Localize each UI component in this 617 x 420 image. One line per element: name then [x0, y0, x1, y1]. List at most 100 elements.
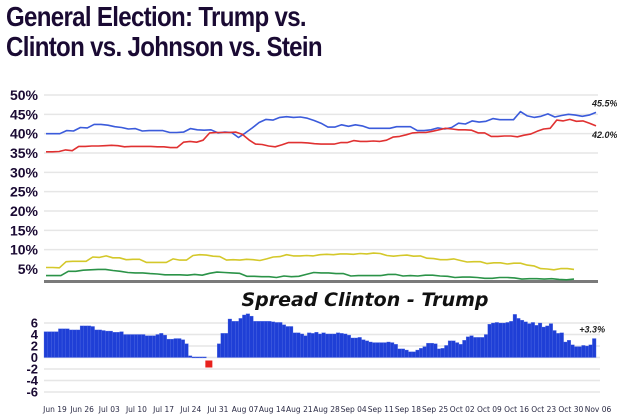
line-y-tick-label: 10%: [10, 242, 39, 258]
spread-bar: [491, 322, 496, 358]
spread-bar: [368, 341, 373, 358]
spread-bar: [530, 322, 535, 358]
spread-bar: [577, 346, 582, 358]
spread-bar: [419, 348, 424, 358]
spread-bar: [502, 322, 507, 358]
spread-bar: [235, 321, 240, 358]
spread-bar: [318, 333, 323, 358]
x-tick-label: Jul 03: [98, 405, 120, 414]
spread-bar: [148, 335, 153, 358]
series-line-clinton: [46, 110, 597, 139]
spread-bar: [404, 349, 409, 358]
spread-bar: [480, 337, 485, 358]
spread-bar: [159, 333, 164, 358]
spread-bar: [350, 337, 355, 358]
spread-bar: [134, 334, 139, 358]
spread-bar: [83, 325, 88, 358]
spread-bar: [447, 340, 452, 358]
line-y-tick-label: 25%: [10, 184, 39, 200]
spread-bar: [516, 318, 521, 358]
spread-bar: [354, 337, 359, 358]
spread-bar: [422, 346, 427, 358]
spread-bar: [263, 321, 268, 358]
spread-bar: [570, 344, 575, 358]
spread-bar: [408, 351, 413, 358]
x-tick-label: Aug 28: [313, 405, 340, 414]
x-tick-label: Aug 07: [232, 405, 259, 414]
spread-bar: [76, 329, 81, 358]
x-tick-label: Aug 14: [259, 405, 286, 414]
spread-bar: [116, 332, 120, 358]
spread-bar: [43, 331, 48, 358]
spread-bar: [79, 325, 84, 358]
spread-bar: [198, 356, 203, 359]
spread-bar: [328, 333, 333, 358]
spread-bar: [285, 326, 290, 358]
spread-bar: [559, 332, 564, 358]
spread-bar: [180, 339, 185, 358]
spread-bar: [357, 337, 362, 358]
bar-y-tick-label: 6: [31, 316, 38, 331]
spread-bar: [271, 321, 276, 358]
spread-bar: [429, 342, 434, 358]
spread-bar: [361, 339, 366, 358]
spread-bar: [137, 334, 142, 358]
spread-bar: [336, 332, 341, 358]
spread-bar: [119, 331, 124, 358]
spread-bar: [545, 325, 550, 358]
line-y-tick-label: 5%: [18, 261, 39, 277]
spread-bar: [242, 314, 247, 358]
spread-bar: [375, 342, 380, 358]
spread-bar: [177, 338, 182, 358]
spread-bar: [390, 342, 395, 358]
bar-y-tick-label: -2: [26, 362, 38, 377]
spread-bar: [54, 331, 59, 358]
x-tick-label: Sep 11: [368, 405, 394, 414]
spread-bar: [538, 322, 543, 358]
spread-bar: [108, 330, 113, 358]
spread-bar: [191, 356, 196, 359]
series-line-stein: [46, 268, 575, 281]
spread-bar: [152, 335, 157, 358]
spread-bar: [411, 351, 416, 358]
bar-y-tick-label: -4: [26, 373, 38, 388]
spread-bar: [455, 342, 460, 358]
spread-bar: [325, 333, 330, 358]
spread-bar: [437, 348, 442, 358]
spread-bar: [281, 324, 286, 358]
spread-bar: [494, 322, 499, 358]
spread-bar: [534, 325, 539, 358]
spread-bar: [47, 331, 52, 358]
spread-bar: [382, 342, 387, 358]
x-tick-label: Oct 16: [504, 405, 529, 414]
spread-bar: [144, 335, 149, 358]
spread-bar: [364, 340, 369, 358]
x-tick-label: Nov 06: [585, 405, 612, 414]
spread-bar: [231, 321, 236, 358]
spread-bar: [465, 336, 470, 358]
spread-bar: [260, 321, 265, 358]
spread-bar: [433, 343, 438, 358]
spread-bar: [170, 338, 175, 358]
spread-bar: [224, 333, 229, 358]
spread-bar: [238, 318, 243, 358]
spread-bar: [184, 343, 189, 358]
spread-bar: [101, 330, 106, 358]
spread-bar: [509, 321, 514, 358]
spread-bar: [339, 333, 344, 358]
x-tick-label: Sep 25: [422, 405, 448, 414]
spread-bar: [253, 321, 258, 358]
x-tick-label: Jul 24: [179, 405, 201, 414]
spread-bar: [289, 326, 294, 358]
spread-bar: [90, 326, 95, 358]
spread-bar: [267, 321, 272, 358]
spread-bar: [520, 319, 525, 358]
spread-bar: [527, 323, 532, 358]
spread-bar: [588, 344, 593, 358]
spread-bar: [386, 341, 391, 358]
chart-title-line-2: Clinton vs. Johnson vs. Stein: [6, 31, 323, 62]
spread-bar: [458, 344, 463, 358]
spread-bar: [278, 322, 283, 358]
